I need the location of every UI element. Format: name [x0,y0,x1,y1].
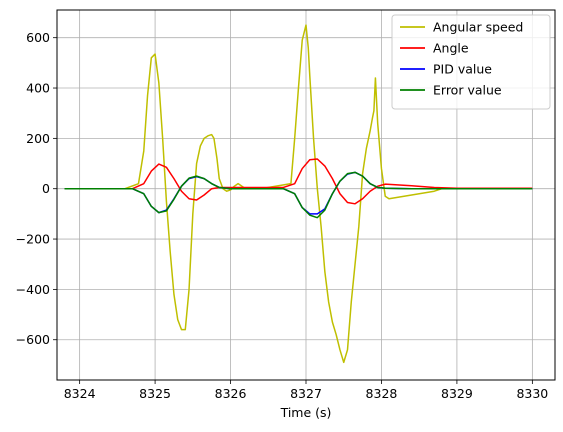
series-line-0 [64,24,533,364]
x-tick-label: 8328 [366,386,398,401]
series-line-3 [64,171,533,219]
y-tick-label: 400 [26,81,50,96]
legend-label: Angle [433,41,469,56]
series-layer [64,24,533,364]
x-tick-label: 8326 [215,386,247,401]
x-tick-label: 8327 [290,386,322,401]
legend: Angular speed Angle PID value Error value [391,14,551,110]
legend-label: Error value [433,83,502,98]
x-axis-label: Time (s) [280,405,332,420]
x-tick-label: 8330 [516,386,548,401]
y-tick-label: −200 [16,232,50,247]
y-tick-label: 200 [26,131,50,146]
series-line-2 [64,171,533,215]
y-tick-label: −600 [16,332,50,347]
legend-label: PID value [433,62,492,77]
series-line-1 [64,158,533,205]
y-tick-label: 0 [42,181,50,196]
x-tick-label: 8325 [139,386,171,401]
y-tick-label: −400 [16,282,50,297]
y-tick-label: 600 [26,30,50,45]
legend-label: Angular speed [433,20,523,35]
x-tick-label: 8324 [64,386,96,401]
x-tick-label: 8329 [441,386,473,401]
x-axis: 8324 8325 8326 8327 8328 8329 8330 [64,380,548,401]
y-axis: −600 −400 −200 0 200 400 600 [16,30,57,347]
legend-box [391,14,551,110]
